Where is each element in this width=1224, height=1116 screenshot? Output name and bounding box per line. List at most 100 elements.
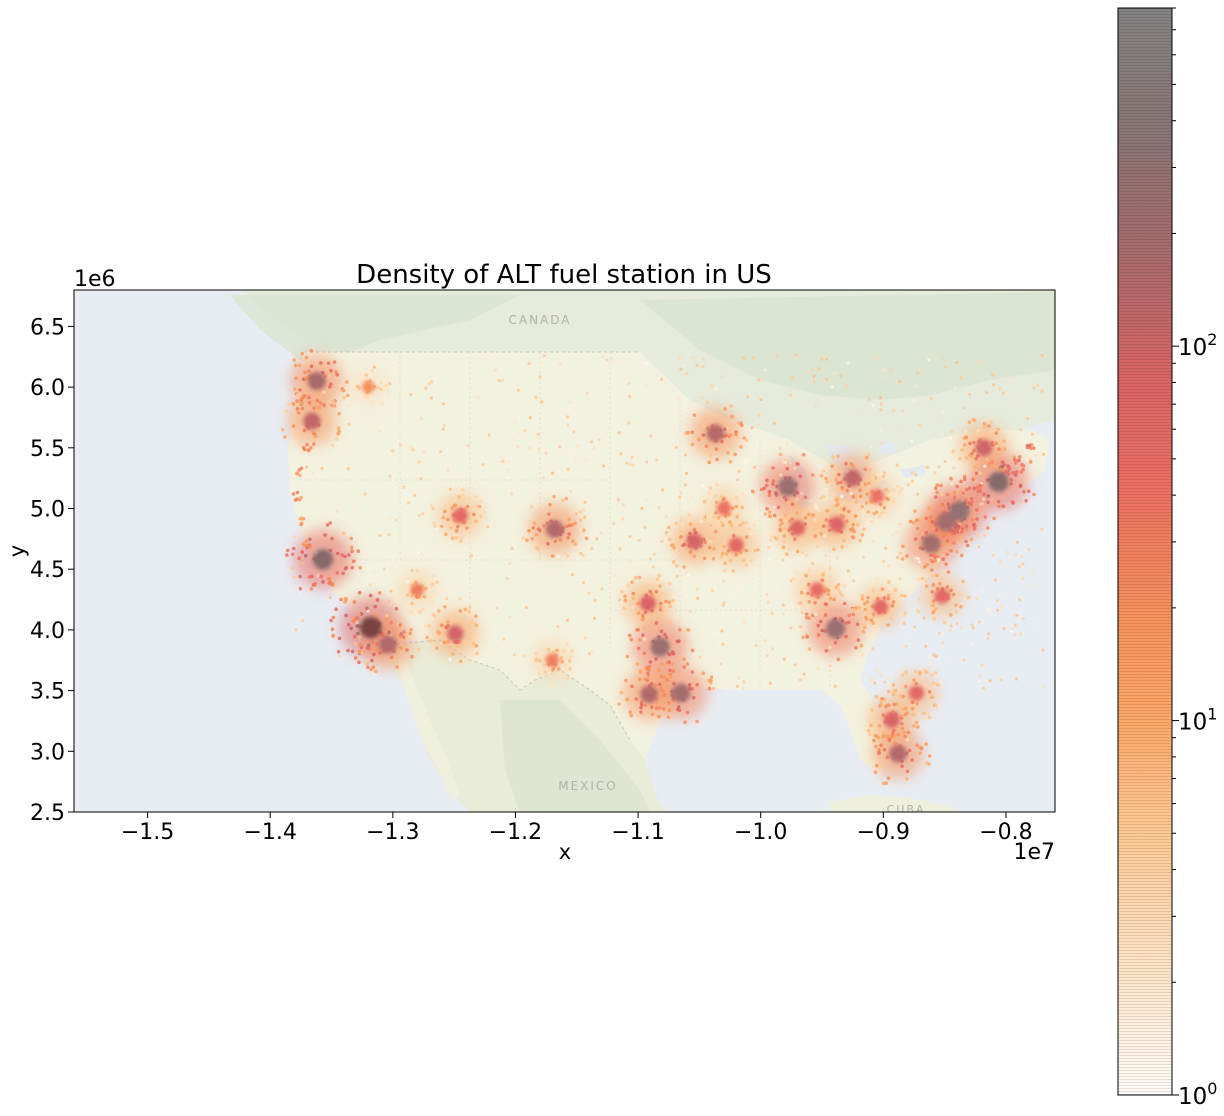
density-cell <box>620 590 624 594</box>
density-cell <box>474 519 478 524</box>
density-cell <box>312 406 316 411</box>
density-cell <box>579 551 583 556</box>
density-cell <box>454 529 459 533</box>
density-cell <box>983 424 987 429</box>
density-cell <box>941 532 946 537</box>
density-cell <box>763 639 767 643</box>
density-cell <box>914 518 919 523</box>
density-cell <box>963 477 967 481</box>
density-cell <box>882 505 887 510</box>
density-cell <box>927 690 932 694</box>
density-cell <box>997 504 1001 509</box>
hotspot-core <box>307 371 327 391</box>
density-cell <box>429 601 434 605</box>
density-cell <box>799 678 803 682</box>
density-cell <box>903 734 907 739</box>
density-cell <box>795 511 799 515</box>
density-cell <box>565 642 569 646</box>
density-cell <box>951 449 955 454</box>
density-cell <box>779 473 783 477</box>
density-cell <box>826 592 831 596</box>
basemap-baja <box>398 650 460 800</box>
density-cell <box>930 589 934 594</box>
density-cell <box>955 360 959 365</box>
density-cell <box>701 484 705 488</box>
density-cell <box>352 600 357 604</box>
density-cell <box>720 551 725 556</box>
density-cell <box>379 380 383 385</box>
density-cell <box>481 463 485 467</box>
density-cell <box>691 356 695 360</box>
density-cell <box>593 598 597 603</box>
density-cell <box>567 517 571 522</box>
density-cell <box>351 387 356 392</box>
density-cell <box>499 460 503 464</box>
density-cell <box>384 617 389 622</box>
hotspot-core <box>410 583 425 597</box>
density-cell <box>821 469 826 473</box>
density-cell <box>538 361 542 366</box>
density-cell <box>427 381 431 386</box>
density-cell <box>719 495 724 499</box>
density-cell <box>870 678 874 682</box>
density-cell <box>877 643 882 647</box>
density-cell <box>560 660 565 664</box>
density-cell <box>651 565 656 569</box>
density-cell <box>922 565 927 569</box>
density-cell <box>721 497 726 502</box>
density-cell <box>344 597 349 601</box>
density-cell <box>971 626 975 630</box>
density-cell <box>851 500 855 504</box>
density-cell <box>917 423 922 427</box>
density-cell <box>405 593 410 597</box>
density-cell <box>807 568 811 572</box>
density-cell <box>933 495 938 499</box>
density-cell <box>510 437 514 441</box>
density-cell <box>616 498 620 502</box>
density-cell <box>844 634 848 639</box>
density-cell <box>836 454 840 459</box>
density-cell <box>904 644 908 648</box>
density-cell <box>684 471 689 475</box>
hotspot-core <box>686 533 703 550</box>
density-cell <box>675 639 680 644</box>
density-cell <box>565 415 569 419</box>
density-cell <box>767 490 772 494</box>
density-cell <box>307 545 312 549</box>
density-cell <box>866 728 871 733</box>
density-cell <box>297 556 301 560</box>
density-cell <box>346 467 350 471</box>
hotspot-core <box>883 711 901 728</box>
density-cell <box>355 631 360 636</box>
density-cell <box>422 595 427 599</box>
density-cell <box>302 447 307 452</box>
density-cell <box>662 675 667 679</box>
density-cell <box>754 644 758 648</box>
density-cell <box>905 711 909 715</box>
density-cell <box>387 533 391 537</box>
hotspot-core <box>452 508 468 524</box>
density-cell <box>682 372 686 376</box>
density-cell <box>803 495 808 500</box>
density-cell <box>964 527 969 532</box>
density-cell <box>344 565 349 570</box>
density-cell <box>1017 598 1022 602</box>
density-cell <box>521 536 525 540</box>
density-cell <box>916 492 920 496</box>
density-cell <box>1001 504 1006 509</box>
density-cell <box>294 376 298 381</box>
density-cell <box>778 528 783 533</box>
density-cell <box>597 437 601 442</box>
density-cell <box>446 517 450 522</box>
density-cell <box>942 620 947 625</box>
density-cell <box>823 602 828 606</box>
density-cell <box>741 521 745 525</box>
density-cell <box>558 538 563 542</box>
density-cell <box>658 607 663 612</box>
density-cell <box>820 397 824 401</box>
density-cell <box>645 460 649 464</box>
density-cell <box>975 485 980 490</box>
density-cell <box>701 513 705 518</box>
density-cell <box>896 555 900 559</box>
density-cell <box>858 407 862 411</box>
